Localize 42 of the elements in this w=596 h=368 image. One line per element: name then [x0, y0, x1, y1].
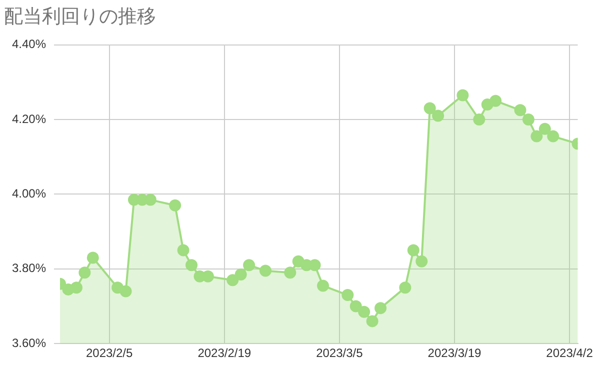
y-tick-label: 3.60%	[12, 336, 46, 350]
point	[120, 285, 132, 298]
point	[342, 289, 354, 302]
point	[473, 114, 486, 126]
point	[432, 110, 444, 122]
point	[86, 252, 99, 264]
y-tick-label: 4.20%	[12, 112, 46, 126]
point	[350, 300, 362, 312]
point	[284, 266, 296, 279]
point	[169, 199, 182, 212]
x-tick-label: 2023/4/2	[546, 346, 594, 360]
point	[522, 114, 534, 126]
point	[374, 302, 387, 314]
point	[234, 268, 247, 281]
point	[259, 264, 272, 277]
y-tick-label: 3.80%	[12, 261, 46, 276]
point	[226, 274, 239, 286]
point	[424, 102, 436, 114]
y-tick-label: 4.40%	[12, 37, 46, 52]
point	[317, 280, 329, 292]
chart-title: 配当利回りの推移	[4, 5, 156, 28]
point	[243, 259, 256, 272]
point	[399, 282, 412, 294]
point	[186, 259, 198, 272]
point	[358, 306, 370, 318]
point	[547, 130, 560, 142]
point	[530, 130, 543, 142]
x-tick-label: 2023/3/5	[316, 346, 364, 360]
point	[366, 315, 378, 328]
point	[70, 282, 82, 294]
point	[416, 255, 428, 268]
y-tick-label: 4.00%	[12, 186, 46, 201]
point	[538, 122, 551, 135]
x-tick-label: 2023/3/19	[428, 346, 482, 360]
point	[514, 104, 526, 116]
point	[456, 89, 469, 102]
point	[78, 266, 91, 279]
point	[490, 94, 502, 107]
point	[177, 244, 190, 256]
x-tick-label: 2023/2/5	[86, 346, 134, 360]
point	[407, 244, 420, 256]
x-tick-label: 2023/2/19	[198, 346, 252, 360]
